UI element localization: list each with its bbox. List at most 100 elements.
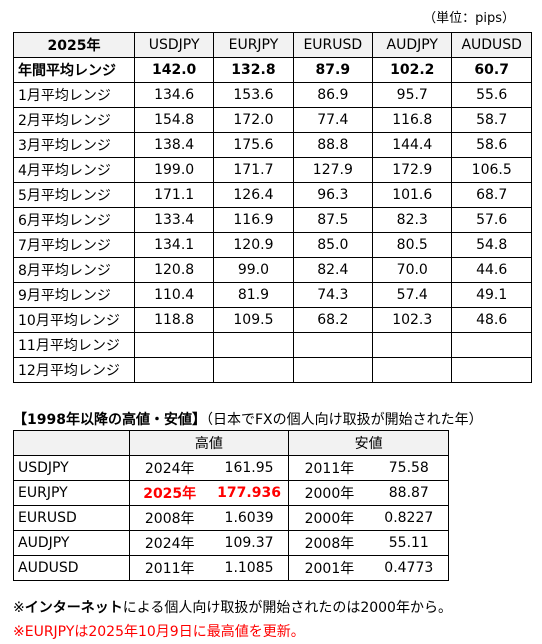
- range-value: 126.4: [213, 182, 294, 208]
- column-header: AUDJPY: [372, 32, 453, 58]
- range-value: 133.4: [133, 207, 215, 233]
- range-value: 101.6: [372, 182, 453, 208]
- column-header: USDJPY: [133, 32, 215, 58]
- low-year: 2000年: [288, 505, 370, 531]
- high-value: 161.95: [209, 455, 290, 481]
- row-label: 3月平均レンジ: [13, 132, 135, 158]
- high-year: 2011年: [128, 555, 210, 581]
- range-value: 87.9: [292, 57, 374, 83]
- range-value: [133, 332, 215, 358]
- month-row: 7月平均レンジ 134.1 120.9 85.0 80.5 54.8: [13, 232, 532, 258]
- unit-label: （単位：pips）: [423, 11, 515, 26]
- range-value: 99.0: [213, 257, 294, 283]
- high-low-section-title: 【1998年以降の高値・安値】（日本でFXの個人向け取扱が開始された年）: [13, 409, 483, 429]
- high-year: 2025年: [128, 480, 210, 506]
- high-value: 109.37: [209, 530, 290, 556]
- range-value: 142.0: [133, 57, 215, 83]
- range-value: 86.9: [292, 82, 374, 108]
- low-year: 2000年: [288, 480, 370, 506]
- range-value: 68.7: [451, 182, 532, 208]
- low-year: 2001年: [288, 555, 370, 581]
- range-value: 199.0: [133, 157, 215, 183]
- range-value: 102.2: [372, 57, 453, 83]
- range-value: 118.8: [133, 307, 215, 333]
- row-label: 4月平均レンジ: [13, 157, 135, 183]
- low-year: 2008年: [288, 530, 370, 556]
- range-value: 171.7: [213, 157, 294, 183]
- row-label: 年間平均レンジ: [13, 57, 135, 83]
- range-value: 153.6: [213, 82, 294, 108]
- range-value: 80.5: [372, 232, 453, 258]
- range-value: 60.7: [451, 57, 532, 83]
- range-value: [213, 332, 294, 358]
- high-low-header: 高値 安値: [13, 430, 449, 456]
- column-header: EURJPY: [213, 32, 294, 58]
- row-label: 8月平均レンジ: [13, 257, 135, 283]
- pair-name: EURUSD: [13, 505, 130, 531]
- row-label: 5月平均レンジ: [13, 182, 135, 208]
- range-value: 57.4: [372, 282, 453, 308]
- row-label: 9月平均レンジ: [13, 282, 135, 308]
- low-value: 0.8227: [369, 505, 449, 531]
- row-label: 11月平均レンジ: [13, 332, 135, 358]
- range-value: [372, 357, 453, 383]
- low-value: 88.87: [369, 480, 449, 506]
- range-value: 144.4: [372, 132, 453, 158]
- high-year: 2024年: [128, 530, 210, 556]
- section-title-note: （日本でFXの個人向け取扱が開始された年）: [205, 412, 483, 428]
- high-low-row: USDJPY 2024年 161.95 2011年 75.58: [13, 455, 449, 481]
- month-row: 5月平均レンジ 171.1 126.4 96.3 101.6 68.7: [13, 182, 532, 208]
- high-header: 高値: [128, 430, 290, 456]
- month-row: 12月平均レンジ: [13, 357, 532, 383]
- high-value: 177.936: [209, 480, 290, 506]
- range-value: 58.6: [451, 132, 532, 158]
- range-value: 82.3: [372, 207, 453, 233]
- range-value: 95.7: [372, 82, 453, 108]
- range-value: [292, 357, 374, 383]
- range-value: [213, 357, 294, 383]
- range-value: 127.9: [292, 157, 374, 183]
- note-internet: ※インターネットによる個人向け取扱が開始されたのは2000年から。: [13, 597, 452, 617]
- range-value: 77.4: [292, 107, 374, 133]
- range-value: 48.6: [451, 307, 532, 333]
- range-value: 138.4: [133, 132, 215, 158]
- column-header: EURUSD: [292, 32, 374, 58]
- range-value: 171.1: [133, 182, 215, 208]
- row-label: 2月平均レンジ: [13, 107, 135, 133]
- range-value: 134.6: [133, 82, 215, 108]
- note-bold: インターネット: [24, 600, 123, 616]
- range-value: 154.8: [133, 107, 215, 133]
- row-label: 12月平均レンジ: [13, 357, 135, 383]
- month-row: 1月平均レンジ 134.6 153.6 86.9 95.7 55.6: [13, 82, 532, 108]
- month-row: 4月平均レンジ 199.0 171.7 127.9 172.9 106.5: [13, 157, 532, 183]
- low-value: 55.11: [369, 530, 449, 556]
- row-label: 10月平均レンジ: [13, 307, 135, 333]
- range-value: 96.3: [292, 182, 374, 208]
- range-value: 116.8: [372, 107, 453, 133]
- range-value: 110.4: [133, 282, 215, 308]
- range-value: 172.9: [372, 157, 453, 183]
- high-low-table: 高値 安値 USDJPY 2024年 161.95 2011年 75.58 EURJPY 2…: [13, 430, 449, 581]
- range-table-header: 2025年 USDJPY EURJPY EURUSD AUDJPY AUDUSD: [13, 32, 532, 58]
- note-eurjpy-record: ※EURJPYは2025年10月9日に最高値を更新。: [13, 624, 305, 640]
- range-value: [133, 357, 215, 383]
- month-row: 6月平均レンジ 133.4 116.9 87.5 82.3 57.6: [13, 207, 532, 233]
- pair-header-blank: [13, 430, 130, 456]
- column-header: AUDUSD: [451, 32, 532, 58]
- year-header: 2025年: [13, 32, 135, 58]
- range-value: 74.3: [292, 282, 374, 308]
- high-low-row: EURJPY 2025年 177.936 2000年 88.87: [13, 480, 449, 506]
- range-value: 44.6: [451, 257, 532, 283]
- low-value: 0.4773: [369, 555, 449, 581]
- range-value: 102.3: [372, 307, 453, 333]
- range-value: 81.9: [213, 282, 294, 308]
- month-row: 11月平均レンジ: [13, 332, 532, 358]
- high-low-row: EURUSD 2008年 1.6039 2000年 0.8227: [13, 505, 449, 531]
- high-value: 1.1085: [209, 555, 290, 581]
- range-value: 70.0: [372, 257, 453, 283]
- range-value: 55.6: [451, 82, 532, 108]
- range-value: 175.6: [213, 132, 294, 158]
- pair-name: AUDJPY: [13, 530, 130, 556]
- row-label: 1月平均レンジ: [13, 82, 135, 108]
- range-value: 82.4: [292, 257, 374, 283]
